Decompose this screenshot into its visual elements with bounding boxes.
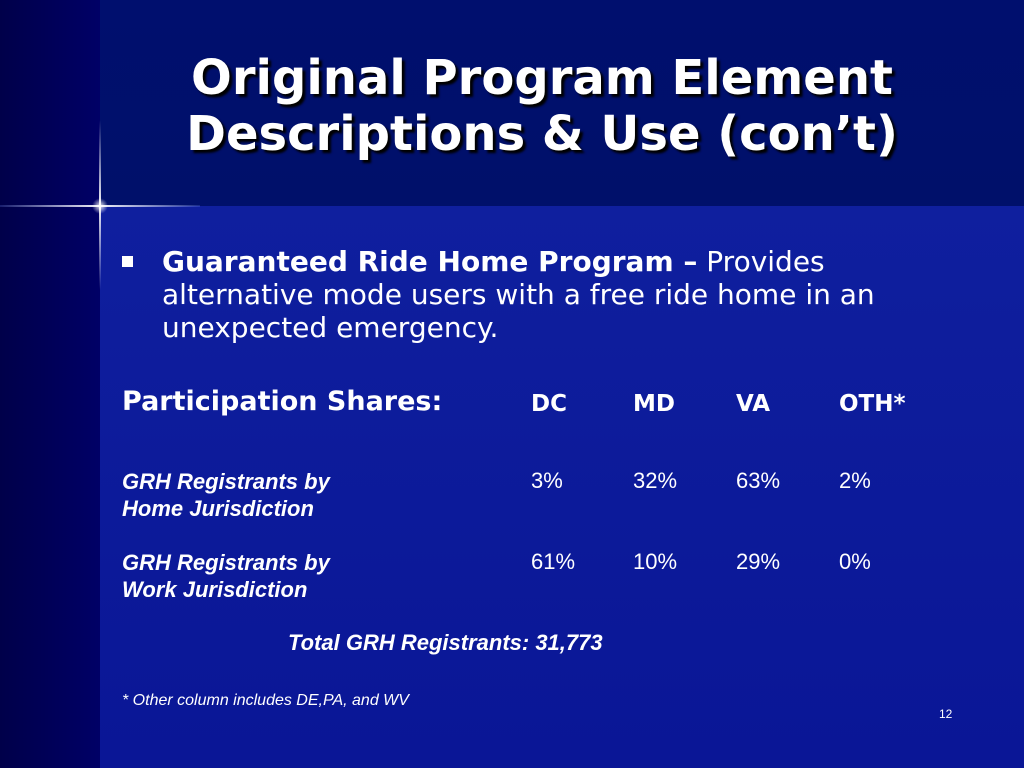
content-panel: [100, 206, 1024, 768]
column-header-dc: DC: [531, 391, 567, 417]
cell-work-md: 10%: [633, 549, 678, 574]
footnote: * Other column includes DE,PA, and WV: [122, 692, 409, 709]
bullet-heading: Guaranteed Ride Home Program –: [162, 245, 698, 278]
cell-home-oth: 2%: [839, 468, 871, 493]
cell-home-dc: 3%: [531, 468, 563, 493]
cell-home-md: 32%: [633, 468, 678, 493]
column-header-oth: OTH*: [839, 391, 906, 417]
title-line-1: Original Program Element: [191, 50, 893, 106]
left-background-band: [0, 0, 100, 768]
row-label-work-line-1: GRH Registrants by: [122, 550, 330, 575]
column-header-va: VA: [736, 391, 771, 417]
bullet-text: Guaranteed Ride Home Program – Provides …: [162, 245, 942, 344]
square-bullet-icon: [122, 256, 133, 267]
slide-number: 12: [939, 707, 953, 721]
row-label-home: GRH Registrants by Home Jurisdiction: [122, 468, 442, 522]
title-background-band: [100, 0, 1024, 206]
bullet-description: Provides alternative mode users with a f…: [162, 245, 875, 344]
participation-shares-label: Participation Shares:: [122, 386, 443, 417]
total-registrants: Total GRH Registrants: 31,773: [288, 630, 603, 655]
title-line-2: Descriptions & Use (con’t): [186, 106, 898, 162]
row-label-work: GRH Registrants by Work Jurisdiction: [122, 549, 442, 603]
decorative-sparkle: [92, 198, 108, 214]
cell-home-va: 63%: [736, 468, 781, 493]
cell-work-oth: 0%: [839, 549, 871, 574]
column-header-md: MD: [633, 391, 675, 417]
row-label-work-line-2: Work Jurisdiction: [122, 577, 308, 602]
cell-work-dc: 61%: [531, 549, 576, 574]
slide-title: Original Program Element Descriptions & …: [112, 50, 972, 162]
row-label-home-line-2: Home Jurisdiction: [122, 496, 314, 521]
cell-work-va: 29%: [736, 549, 781, 574]
row-label-home-line-1: GRH Registrants by: [122, 469, 330, 494]
